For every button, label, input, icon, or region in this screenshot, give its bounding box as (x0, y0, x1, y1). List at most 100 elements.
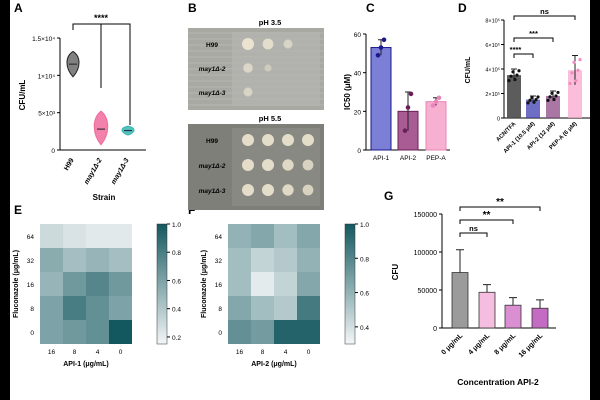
y-tick-label: 16 (215, 282, 223, 289)
bar-1 (478, 291, 496, 329)
y-tick-label: 0 (51, 148, 55, 155)
panel-letter-b: B (188, 1, 197, 15)
heatmap-cell (274, 296, 297, 320)
y-axis-title: Fluconazole (μg/mL) (201, 250, 208, 318)
x-tick-label: API-2 (400, 155, 417, 162)
plate-title: pH 3.5 (259, 18, 282, 27)
heatmap-cell (86, 296, 109, 320)
data-point (402, 128, 408, 133)
colony-spot (262, 134, 274, 146)
y-tick-label: 0 (30, 330, 34, 337)
data-point (572, 60, 576, 64)
heatmap-cell (228, 224, 251, 248)
data-point (408, 91, 414, 97)
heatmap-cell (109, 272, 132, 296)
x-tick-label: PEP-A (426, 155, 446, 162)
y-axis-title: Fluconazole (μg/mL) (13, 250, 20, 318)
heatmap-cell (274, 248, 297, 272)
y-tick-label: 64 (215, 234, 223, 241)
panel-b: pH 3.5 H99 may1Δ-2 may1Δ-3 pH 5.5 H99 may1Δ-2 m… (188, 18, 324, 210)
y-tick-label: 2×10⁵ (485, 91, 500, 98)
bar-0 (370, 47, 392, 151)
heatmap-cell (86, 248, 109, 272)
plate-row-label: H99 (206, 42, 218, 49)
heatmap-cell (63, 320, 86, 344)
y-axis-title: CFU (391, 264, 400, 281)
x-axis-title: API-1 (μg/mL) (63, 361, 109, 368)
colony-spot (262, 159, 274, 171)
data-point (515, 73, 519, 77)
heatmap-cell (40, 320, 63, 344)
x-tick-label: API-1 (373, 155, 390, 162)
bar-0 (507, 75, 521, 118)
data-point (574, 79, 578, 83)
data-point (536, 95, 540, 99)
error-bar (509, 297, 517, 306)
x-tick-label: 8 (261, 349, 265, 356)
heatmap-cell (251, 248, 274, 272)
plate-row-label: may1Δ-2 (199, 66, 226, 73)
heatmap-cell (109, 320, 132, 344)
bar-3 (568, 70, 582, 118)
heatmap-cell (63, 224, 86, 248)
bar-1 (526, 99, 540, 118)
error-bar (483, 284, 491, 293)
heatmap-cell (251, 272, 274, 296)
significance-label: ** (496, 197, 504, 208)
colony-spot (243, 87, 253, 97)
colorbar-tick-label: 0.4 (172, 307, 181, 314)
data-point (554, 94, 558, 98)
colony-spot (282, 134, 294, 146)
colony-spot (264, 64, 272, 72)
y-tick-label: 6×10⁵ (485, 42, 500, 49)
colorbar-tick-label: 0.2 (172, 335, 181, 342)
heatmap-cell (109, 296, 132, 320)
significance-label: ns (469, 224, 478, 233)
heatmap-cell (274, 224, 297, 248)
colony-spot (242, 38, 254, 50)
data-point (511, 70, 515, 74)
heatmap-cell (228, 320, 251, 344)
y-tick-label: 8 (218, 306, 222, 313)
panel-letter-c: C (366, 1, 375, 15)
heatmap-cell (228, 272, 251, 296)
colony-spot (302, 159, 314, 171)
heatmap-cell (109, 248, 132, 272)
y-tick-label: 16 (27, 282, 35, 289)
x-tick-label: 4 (284, 349, 288, 356)
bar-2 (504, 304, 522, 329)
data-point (532, 100, 536, 104)
colorbar-tick-label: 1.0 (172, 222, 181, 229)
y-tick-label: 4×10⁵ (485, 67, 500, 74)
heatmap-cell (63, 248, 86, 272)
heatmap-cell (251, 296, 274, 320)
heatmap-cell (297, 320, 320, 344)
significance-bracket (513, 15, 576, 20)
data-point (568, 81, 572, 86)
panel-letter-e: E (14, 203, 22, 217)
data-point (381, 37, 387, 43)
significance-label: **** (510, 45, 522, 54)
data-point (433, 99, 439, 104)
data-point (528, 98, 532, 102)
heatmap-cell (40, 224, 63, 248)
data-point (530, 96, 534, 100)
colorbar-tick-label: 0.4 (360, 325, 369, 332)
significance-bracket (459, 206, 541, 211)
colony-spot (242, 184, 254, 196)
panel-d: 02×10⁵4×10⁵6×10⁵8×10⁵CFU/mLACN/TFAAPI-1 … (465, 7, 590, 155)
y-tick-label: 32 (27, 258, 35, 265)
x-axis-title: Concentration API-2 (457, 377, 539, 387)
bar-2 (546, 95, 560, 118)
significance-label: ** (483, 210, 491, 221)
significance-bracket (459, 219, 514, 224)
y-tick-label: 64 (27, 234, 35, 241)
colorbar-tick-label: 1.0 (360, 222, 369, 229)
heatmap-cell (86, 224, 109, 248)
y-tick-label: 0 (433, 326, 437, 333)
y-tick-label: 1.5×10⁴ (32, 36, 55, 43)
significance-bracket (513, 37, 554, 42)
colorbar-tick-label: 0.8 (172, 250, 181, 257)
x-tick-label: 0 (119, 349, 123, 356)
